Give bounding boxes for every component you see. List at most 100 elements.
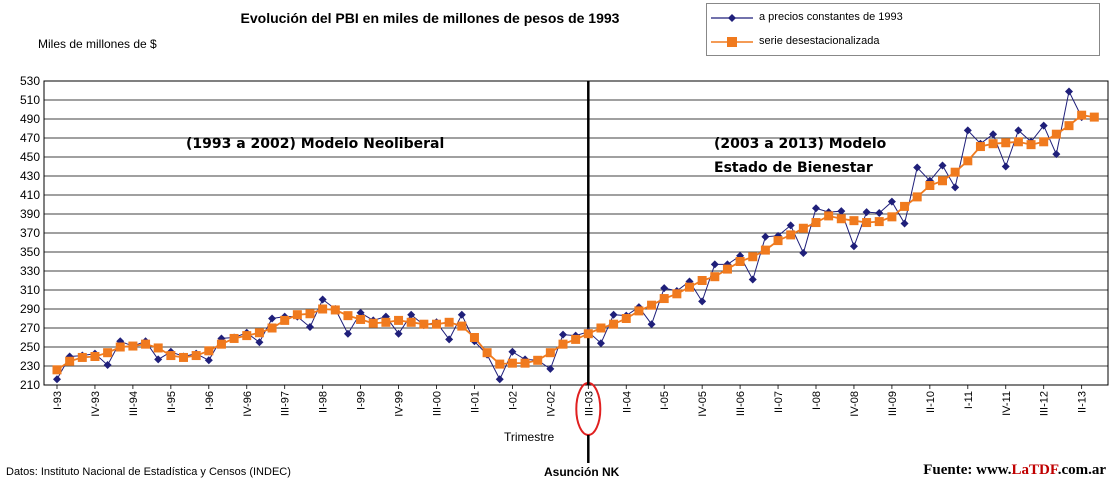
point-s2-55 (748, 252, 758, 262)
annotation-neoliberal: (1993 a 2002) Modelo Neoliberal (186, 136, 445, 152)
x-tick-label-IV-08: IV-08 (849, 391, 861, 417)
y-tick-label-450: 450 (20, 150, 40, 164)
x-tick-label-II-10: II-10 (925, 391, 937, 413)
point-s2-15 (242, 331, 252, 341)
point-s2-79 (1051, 129, 1061, 139)
x-tick-label-IV-99: IV-99 (394, 391, 406, 417)
point-s2-73 (975, 142, 985, 152)
point-s2-67 (900, 201, 910, 211)
x-tick-label-I-93: I-93 (52, 391, 64, 410)
point-s2-77 (1026, 140, 1036, 150)
y-tick-label-430: 430 (20, 169, 40, 183)
point-s1-40 (559, 330, 567, 339)
point-s2-10 (179, 352, 188, 362)
point-s2-13 (216, 339, 226, 349)
point-s1-65 (875, 209, 884, 218)
point-s1-27 (394, 329, 403, 338)
point-s2-3 (90, 352, 100, 361)
point-s2-35 (495, 359, 505, 369)
point-s2-56 (760, 245, 770, 255)
legend-label-1: a precios constantes de 1993 (759, 11, 903, 23)
point-s2-26 (381, 317, 391, 327)
point-s2-4 (103, 348, 113, 358)
point-s2-40 (558, 339, 568, 349)
point-s1-51 (698, 297, 707, 306)
point-s1-56 (761, 232, 770, 241)
point-s1-68 (913, 163, 922, 172)
point-s2-28 (406, 317, 416, 327)
point-s2-76 (1013, 137, 1023, 147)
x-tick-label-IV-02: IV-02 (545, 391, 557, 417)
x-tick-label-II-01: II-01 (469, 391, 481, 413)
point-s2-29 (419, 319, 429, 329)
y-tick-label-410: 410 (20, 188, 40, 202)
point-s1-75 (1001, 162, 1010, 171)
point-s2-51 (697, 276, 707, 285)
x-tick-label-II-13: II-13 (1077, 391, 1089, 413)
point-s2-57 (773, 236, 783, 246)
point-s2-59 (798, 223, 808, 233)
x-tick-label-III-09: III-09 (887, 391, 899, 416)
point-s1-59 (799, 248, 808, 257)
point-s1-64 (862, 208, 871, 217)
point-s1-55 (748, 275, 757, 284)
x-tick-label-I-02: I-02 (507, 391, 519, 410)
point-s2-74 (988, 139, 998, 149)
point-s1-60 (812, 204, 820, 213)
y-tick-label-290: 290 (20, 302, 40, 316)
point-s1-21 (318, 295, 327, 304)
fuente-prefix: Fuente: www. (923, 462, 1012, 478)
point-s2-66 (887, 212, 897, 222)
y-axis-ticks: 210 230 250 270 290 310 330 350 370 390 410 430 450 4… (20, 74, 40, 392)
point-s2-12 (204, 346, 214, 356)
series-markers (52, 87, 1099, 384)
point-s2-75 (1001, 138, 1011, 148)
point-s2-23 (343, 311, 353, 321)
point-s1-17 (268, 314, 277, 323)
y-tick-label-310: 310 (20, 283, 40, 297)
y-axis-label: Miles de millones de $ (38, 37, 157, 51)
y-tick-label-230: 230 (20, 359, 40, 373)
legend: a precios constantes de 1993 serie deses… (706, 3, 1100, 56)
point-s2-52 (710, 272, 720, 282)
point-s2-50 (685, 282, 694, 292)
point-s1-66 (887, 197, 896, 206)
point-s1-62 (837, 207, 846, 216)
point-s2-47 (647, 300, 657, 310)
legend-swatch-2 (711, 37, 753, 47)
x-tick-label-IV-05: IV-05 (697, 391, 709, 417)
point-s2-20 (305, 309, 315, 319)
point-s2-43 (596, 323, 606, 333)
fuente-brand: LaTDF (1011, 462, 1058, 478)
annotation-bienestar: Estado de Bienestar (714, 160, 873, 176)
point-s2-17 (267, 323, 277, 333)
x-tick-label-III-94: III-94 (128, 391, 140, 416)
point-s2-60 (811, 218, 821, 228)
point-s2-78 (1039, 137, 1049, 147)
point-s2-48 (659, 294, 669, 304)
point-s2-53 (722, 264, 732, 274)
fuente-credit: Fuente: www.LaTDF.com.ar (923, 462, 1106, 479)
point-s2-33 (469, 333, 479, 342)
x-tick-label-II-07: II-07 (773, 391, 785, 413)
y-tick-label-490: 490 (20, 112, 40, 126)
point-s1-8 (154, 355, 163, 364)
point-s1-23 (343, 329, 352, 338)
point-s2-32 (457, 321, 467, 331)
point-s2-71 (950, 167, 960, 177)
point-s2-5 (115, 342, 125, 352)
point-s2-44 (609, 319, 619, 329)
point-s2-25 (368, 318, 378, 328)
y-tick-label-270: 270 (20, 321, 40, 335)
point-s2-9 (166, 351, 176, 361)
point-s2-81 (1077, 110, 1087, 120)
legend-entry-1: a precios constantes de 1993 (707, 7, 1099, 29)
point-s1-31 (445, 335, 454, 344)
point-s2-42 (583, 329, 593, 339)
point-s1-79 (1052, 150, 1061, 159)
point-s1-67 (900, 219, 909, 228)
point-s2-24 (356, 314, 366, 324)
point-s2-68 (912, 192, 922, 202)
point-s1-35 (495, 375, 504, 384)
